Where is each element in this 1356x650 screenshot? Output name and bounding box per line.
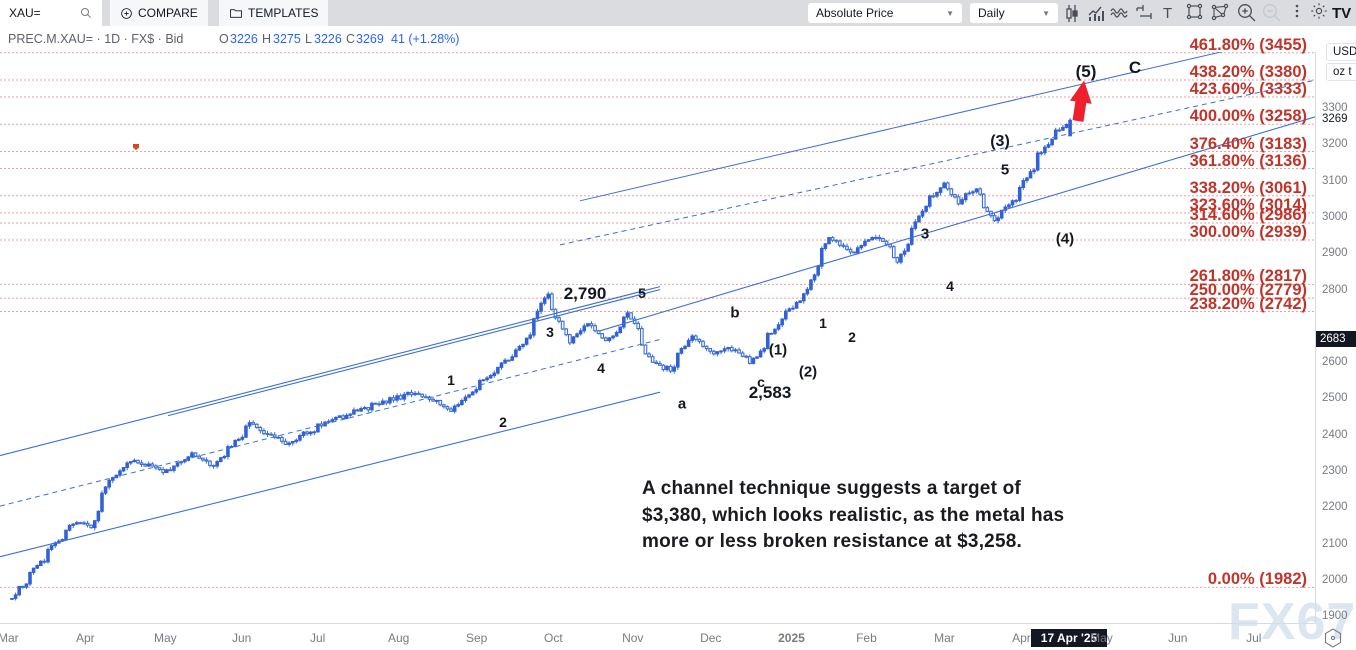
svg-text:TV: TV — [1332, 5, 1351, 22]
svg-text:T: T — [1163, 5, 1172, 22]
